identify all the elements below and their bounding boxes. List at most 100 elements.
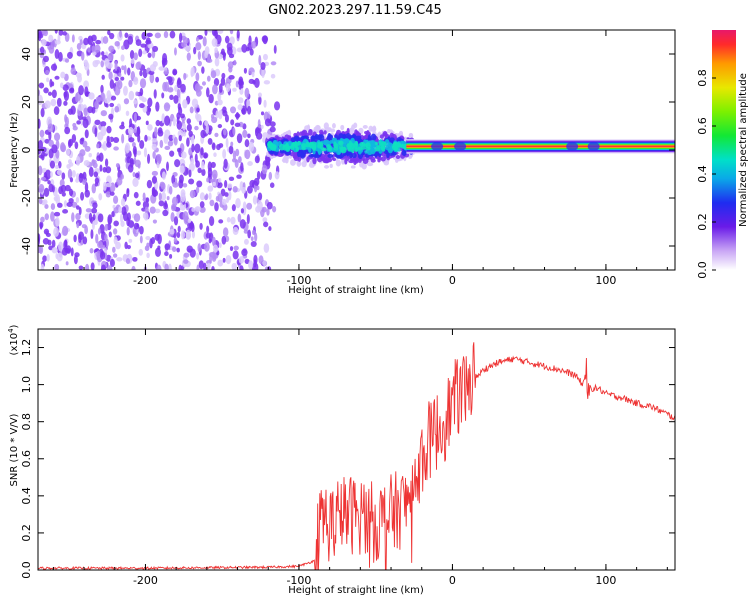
noise-speck	[61, 192, 66, 197]
noise-speck	[54, 75, 60, 80]
noise-speck	[64, 58, 70, 63]
noise-speck	[169, 94, 174, 101]
noise-speck	[38, 118, 41, 129]
noise-speck	[71, 212, 75, 223]
noise-speck	[229, 246, 234, 251]
band-speck	[293, 153, 297, 159]
noise-speck	[198, 260, 204, 270]
snr-frame	[37, 328, 676, 571]
noise-speck	[180, 113, 185, 119]
noise-speck	[50, 211, 55, 222]
noise-speck	[256, 170, 261, 180]
noise-speck	[112, 228, 118, 235]
noise-speck	[180, 192, 186, 203]
band-speck	[272, 145, 277, 152]
band-speck	[387, 128, 391, 134]
noise-speck	[197, 243, 201, 253]
noise-speck	[213, 78, 220, 87]
noise-speck	[176, 247, 180, 253]
noise-speck	[109, 102, 115, 108]
noise-speck	[239, 88, 244, 95]
noise-speck	[262, 260, 267, 267]
noise-speck	[99, 164, 103, 172]
noise-speck	[235, 80, 239, 88]
noise-speck	[148, 70, 155, 75]
noise-speck	[233, 59, 237, 66]
noise-speck	[174, 159, 181, 168]
noise-speck	[133, 191, 139, 199]
noise-speck	[70, 247, 74, 257]
noise-speck	[75, 212, 81, 221]
noise-speck	[237, 97, 244, 104]
noise-speck	[235, 198, 241, 209]
band-speck	[362, 125, 368, 129]
noise-speck	[83, 59, 89, 67]
noise-speck	[71, 170, 76, 178]
band-speck	[370, 143, 377, 149]
noise-speck	[58, 161, 62, 169]
noise-speck	[205, 124, 209, 135]
noise-speck	[152, 219, 158, 224]
noise-speck	[130, 58, 135, 64]
noise-speck	[38, 188, 44, 193]
band-speck	[365, 146, 371, 151]
noise-speck	[183, 259, 189, 264]
noise-speck	[119, 30, 122, 38]
noise-speck	[199, 222, 203, 230]
noise-speck	[206, 75, 211, 82]
noise-speck	[125, 258, 131, 265]
noise-speck	[186, 137, 190, 147]
noise-speck	[44, 204, 49, 210]
noise-speck	[94, 44, 101, 53]
noise-speck	[158, 192, 162, 202]
noise-speck	[204, 194, 208, 201]
band-speck	[296, 150, 302, 158]
noise-speck	[104, 223, 109, 232]
noise-speck	[64, 126, 71, 135]
band-speck	[327, 132, 332, 140]
band-speck	[362, 143, 369, 148]
noise-speck	[258, 255, 264, 264]
noise-speck	[75, 72, 82, 78]
band-speck	[343, 134, 347, 139]
noise-speck	[235, 148, 240, 157]
noise-speck	[88, 166, 94, 178]
snr-xtick-label: 100	[595, 574, 616, 587]
noise-speck	[97, 213, 104, 223]
noise-speck	[80, 191, 85, 201]
noise-speck	[56, 97, 62, 107]
noise-speck	[92, 213, 96, 221]
band-speck	[308, 129, 313, 136]
noise-speck	[178, 264, 182, 270]
noise-speck	[49, 160, 56, 169]
noise-speck	[38, 246, 42, 254]
noise-speck	[75, 205, 80, 210]
noise-speck	[214, 57, 220, 67]
noise-speck	[109, 79, 115, 90]
noise-speck	[55, 164, 59, 170]
noise-speck	[250, 241, 257, 248]
noise-speck	[139, 70, 143, 77]
band-speck	[279, 143, 285, 151]
noise-speck	[231, 262, 238, 270]
noise-speck	[83, 160, 90, 167]
noise-speck	[135, 61, 142, 70]
noise-speck	[182, 131, 187, 137]
noise-speck	[268, 226, 272, 232]
noise-speck	[114, 76, 120, 82]
noise-speck	[190, 70, 195, 77]
noise-speck	[176, 147, 182, 153]
noise-speck	[269, 126, 276, 133]
band-speck	[312, 156, 317, 165]
noise-speck	[201, 168, 206, 177]
noise-speck	[263, 243, 270, 253]
noise-speck	[207, 30, 214, 33]
noise-speck	[161, 113, 165, 124]
chart-title: GN02.2023.297.11.59.C45	[268, 3, 442, 18]
band-speck	[335, 159, 341, 167]
noise-speck	[60, 71, 66, 79]
noise-speck	[239, 265, 244, 270]
noise-speck	[254, 155, 260, 164]
band-speck	[356, 132, 361, 136]
noise-speck	[212, 244, 219, 253]
